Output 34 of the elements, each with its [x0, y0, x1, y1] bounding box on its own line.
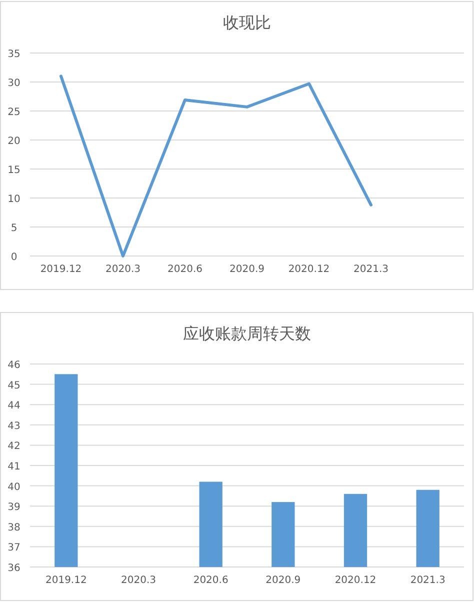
x-tick-label: 2019.12	[40, 264, 82, 275]
y-tick-label: 25	[8, 107, 20, 118]
x-tick-label: 2020.12	[288, 264, 330, 275]
y-tick-label: 5	[10, 223, 18, 234]
y-tick-label: 0	[10, 252, 18, 263]
chart-title: 应收账款周转天数	[183, 324, 311, 343]
x-tick-label: 2020.9	[266, 575, 301, 586]
x-tick-label: 2019.12	[45, 575, 87, 586]
y-tick-label: 46	[8, 360, 20, 371]
x-tick-label: 2020.12	[334, 575, 376, 586]
y-tick-label: 36	[8, 563, 20, 574]
y-tick-label: 38	[8, 522, 20, 534]
x-tick-label: 2021.3	[410, 575, 446, 586]
chart-title: 收现比	[223, 13, 271, 32]
x-tick-label: 2020.9	[230, 264, 264, 275]
y-tick-label: 43	[8, 420, 20, 432]
y-tick-label: 20	[8, 136, 20, 147]
x-tick-label: 2021.3	[354, 264, 388, 275]
y-tick-label: 37	[8, 542, 20, 554]
y-tick-label: 42	[8, 441, 20, 452]
y-tick-label: 35	[8, 49, 20, 60]
line-series	[60, 74, 372, 258]
x-tick-label: 2020.6	[168, 264, 202, 275]
y-tick-label: 45	[8, 380, 20, 392]
y-tick-label: 41	[8, 462, 20, 472]
y-tick-label: 40	[8, 482, 20, 493]
x-tick-label: 2020.3	[106, 264, 140, 275]
y-tick-label: 39	[8, 502, 20, 514]
y-tick-label: 44	[8, 400, 20, 412]
y-tick-label: 15	[8, 165, 20, 176]
y-tick-label: 10	[8, 194, 20, 205]
x-tick-label: 2020.3	[121, 575, 156, 586]
y-tick-label: 30	[8, 78, 20, 89]
x-tick-label: 2020.6	[193, 575, 228, 586]
